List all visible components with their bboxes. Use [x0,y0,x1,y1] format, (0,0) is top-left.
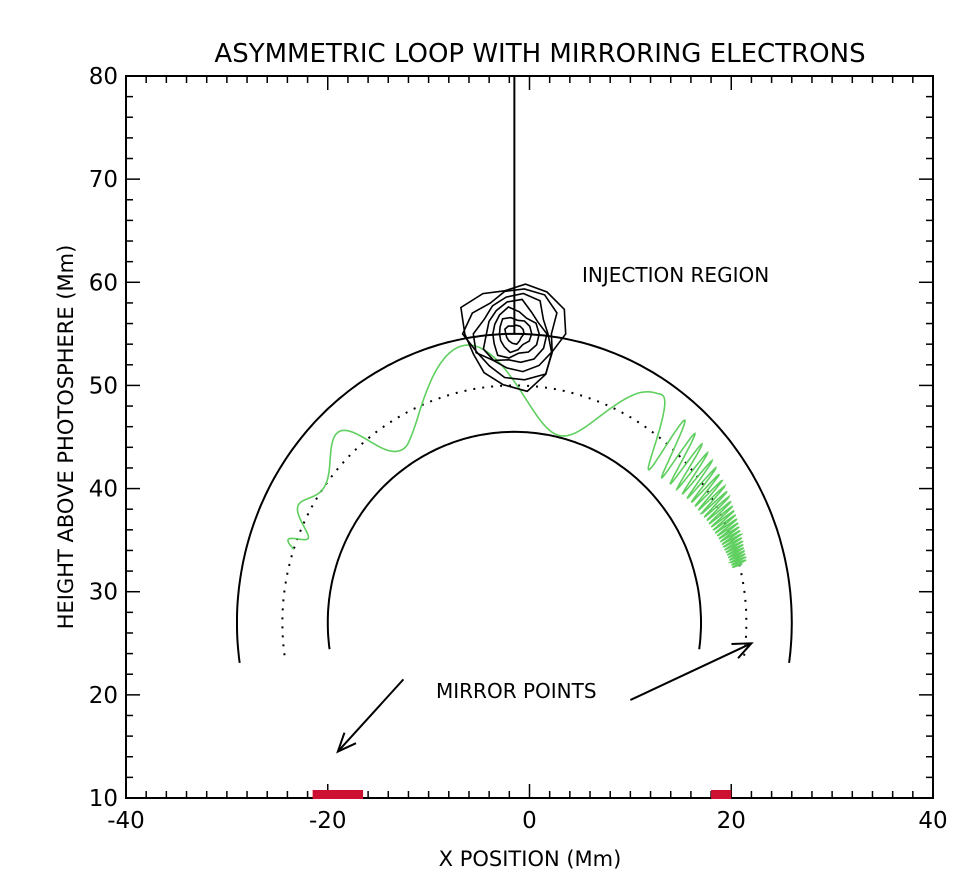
y-tick-label: 20 [89,683,118,709]
injection-contour [460,283,567,393]
injection-contour [482,298,548,364]
injection-region [460,76,567,393]
x-tick-label: 20 [717,808,746,834]
injection-contour [461,288,558,381]
y-tick-label: 30 [89,580,118,606]
y-axis-label-group: HEIGHT ABOVE PHOTOSPHERE (Mm) [54,245,78,630]
injection-contour [498,316,533,354]
y-tick-label: 60 [89,270,118,296]
footpoint-marker [312,790,364,799]
mirror-arrows [336,642,754,754]
footpoint-markers [312,790,732,799]
x-tick-label: -40 [107,808,145,834]
y-axis-label: HEIGHT ABOVE PHOTOSPHERE (Mm) [54,245,78,630]
x-axis-label: X POSITION (Mm) [439,847,622,871]
injection-contour [472,292,553,373]
axis-ticks [125,75,934,799]
y-tick-label: 80 [89,64,118,90]
y-tick-label: 50 [89,373,118,399]
x-tick-label: -20 [309,808,347,834]
chart-title: ASYMMETRIC LOOP WITH MIRRORING ELECTRONS [214,39,865,69]
tick-labels: -40 -20 0 20 40 10 20 30 40 50 60 70 80 [89,64,948,834]
injection-contour [504,324,525,346]
electron-trajectory [287,344,748,569]
x-tick-label: 0 [522,808,537,834]
footpoint-marker [711,790,732,799]
x-tick-label: 40 [918,808,947,834]
loop-inner-boundary [326,430,702,650]
loop-midline-dotted [281,384,748,656]
mirror-arrow-head [336,732,357,754]
electron-path [287,344,748,569]
mirror-arrow-shaft [337,678,405,753]
mirror-arrow-head [731,642,754,659]
y-tick-label: 40 [89,477,118,503]
y-tick-label: 70 [89,167,118,193]
y-tick-label: 10 [89,786,118,812]
mirror-points-label: MIRROR POINTS [436,679,597,703]
injection-contour [491,306,541,359]
injection-region-label: INJECTION REGION [582,263,769,287]
loop-outer-boundary [236,332,793,664]
mirror-arrow-shaft [629,642,752,701]
